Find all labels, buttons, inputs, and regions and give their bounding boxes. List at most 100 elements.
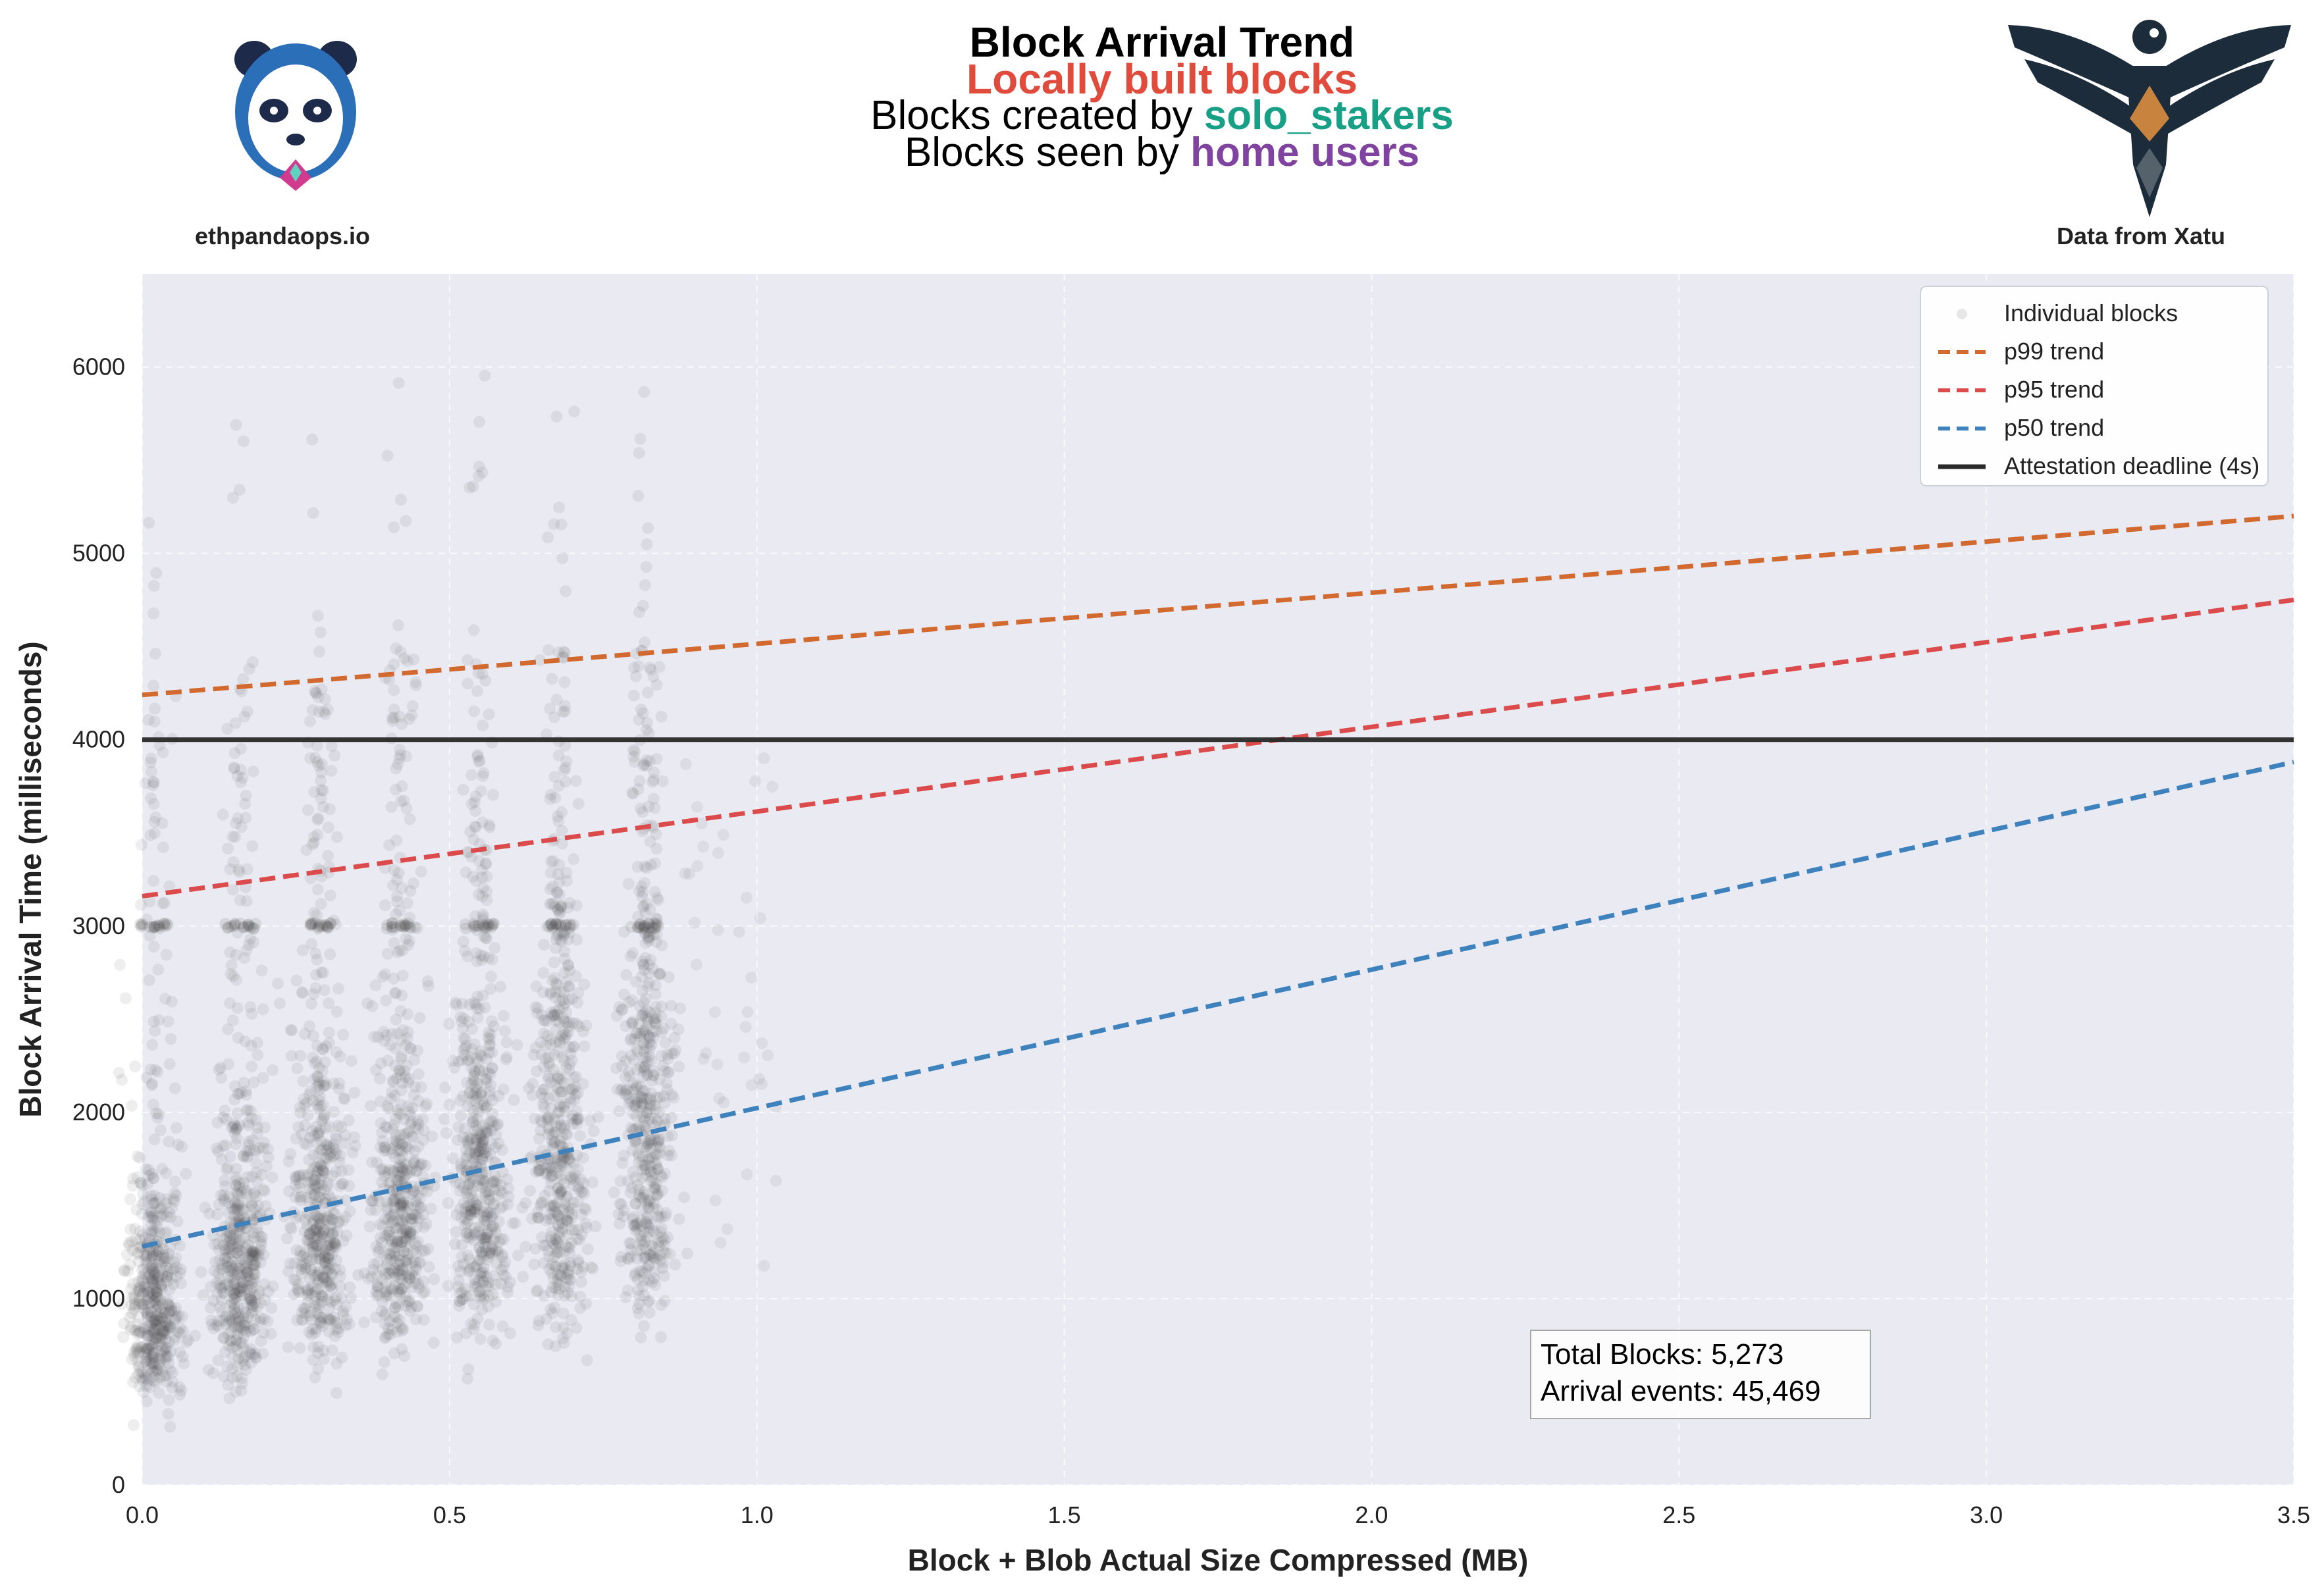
scatter-point [474,1209,487,1221]
scatter-point [502,1286,514,1299]
scatter-point [116,1074,128,1086]
scatter-point [406,1116,418,1128]
scatter-point [226,1121,238,1133]
scatter-point [155,1340,168,1352]
scatter-point [136,1274,148,1286]
scatter-point [468,1076,481,1088]
scatter-point [325,740,338,752]
scatter-point [411,1301,423,1313]
scatter-point [369,1204,382,1216]
scatter-point [392,377,405,389]
scatter-point [300,1262,312,1274]
scatter-point [479,1189,492,1202]
scatter-point [394,1268,406,1281]
scatter-point [239,1262,251,1275]
scatter-point [157,1328,170,1341]
scatter-point [284,1147,297,1160]
scatter-point [404,1109,417,1122]
scatter-point [620,968,633,981]
scatter-point [394,1198,407,1210]
scatter-point [151,1220,163,1233]
scatter-point [397,1323,409,1336]
scatter-point [403,713,415,725]
scatter-point [486,1240,498,1253]
scatter-point [304,1309,316,1322]
scatter-point [465,850,478,863]
scatter-point [233,1286,246,1298]
scatter-point [146,1276,159,1289]
scatter-point [174,1263,187,1276]
scatter-point [306,1164,319,1176]
scatter-point [338,1137,351,1149]
scatter-point [126,1099,138,1112]
scatter-point [261,1143,274,1155]
scatter-point [388,1255,401,1267]
scatter-point [337,1308,350,1320]
scatter-point [413,1192,426,1205]
scatter-point [143,1164,155,1176]
scatter-point [416,1245,429,1257]
scatter-point [392,1145,404,1157]
scatter-point [488,1184,500,1196]
scatter-point [578,1202,591,1214]
scatter-point [403,1143,415,1155]
scatter-point [145,1193,158,1206]
scatter-point [411,1114,424,1127]
scatter-point [474,1292,487,1305]
scatter-point [307,1341,319,1353]
y-tick-label: 2000 [72,1099,125,1126]
scatter-point [569,1081,581,1093]
scatter-point [388,1311,400,1323]
scatter-point [453,1299,465,1312]
scatter-point [662,1066,674,1079]
scatter-point [155,1349,167,1361]
scatter-point [342,1164,355,1176]
scatter-point [554,933,567,946]
scatter-point [473,854,485,867]
scatter-point [323,1302,336,1314]
scatter-point [313,1309,326,1322]
scatter-point [381,1100,394,1112]
scatter-point [366,1156,379,1168]
scatter-point [469,920,481,932]
scatter-point [303,1326,315,1339]
scatter-point [230,1162,242,1175]
scatter-point [745,972,758,984]
scatter-point [314,1124,327,1136]
scatter-point [475,1289,487,1302]
scatter-point [565,1290,577,1303]
scatter-point [523,1184,536,1197]
scatter-point [465,1132,477,1145]
scatter-point [660,1207,672,1219]
scatter-point [147,1357,159,1370]
scatter-point [311,1166,324,1179]
scatter-point [385,1264,398,1277]
scatter-point [167,1263,180,1276]
scatter-point [479,1176,491,1188]
scatter-point [390,1135,403,1147]
scatter-point [306,1237,319,1249]
scatter-point [454,1178,467,1190]
scatter-point [467,480,479,492]
scatter-point [137,1301,149,1314]
scatter-point [530,980,542,993]
scatter-point [381,450,394,462]
scatter-point [474,1267,487,1280]
scatter-point [334,1051,346,1063]
scatter-point [471,1134,483,1147]
scatter-point [465,1205,477,1217]
scatter-point [629,670,642,683]
scatter-point [537,1060,550,1073]
scatter-point [365,1204,377,1216]
scatter-point [245,1357,257,1369]
scatter-point [467,1105,480,1117]
scatter-point [487,1107,499,1120]
scatter-point [476,816,489,829]
scatter-point [327,1229,339,1241]
scatter-point [550,1126,562,1138]
scatter-point [145,1205,157,1217]
scatter-point [550,1321,562,1334]
scatter-point [332,1216,344,1229]
scatter-point [254,1243,267,1256]
scatter-point [329,1294,341,1307]
